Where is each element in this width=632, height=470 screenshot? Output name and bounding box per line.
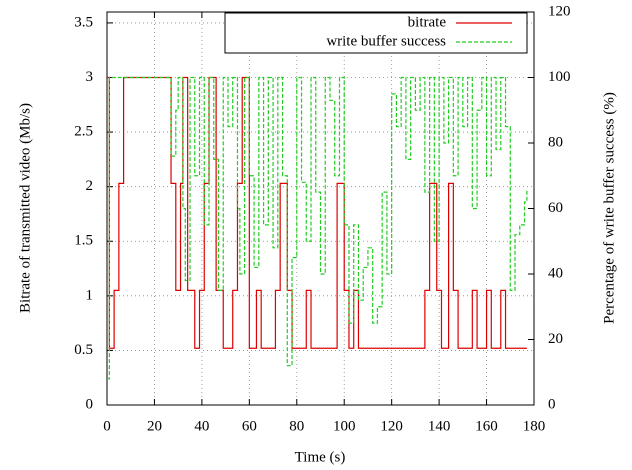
x-tick-label: 160: [475, 418, 498, 434]
y-axis-label: Bitrate of transmitted video (Mb/s): [17, 103, 33, 313]
x-tick-label: 100: [333, 418, 356, 434]
y-tick-label: 1: [86, 287, 94, 303]
y2-tick-label: 120: [548, 3, 571, 19]
x-tick-label: 40: [194, 418, 209, 434]
series-line: [107, 76, 528, 380]
legend-label: write buffer success: [326, 33, 446, 49]
y2-tick-label: 0: [548, 396, 556, 412]
series-line: [107, 76, 527, 349]
y2-tick-label: 100: [548, 69, 571, 85]
x-tick-label: 20: [147, 418, 162, 434]
y2-tick-label: 20: [548, 331, 563, 347]
y-tick-label: 0: [86, 396, 94, 412]
x-tick-label: 120: [380, 418, 403, 434]
x-axis-label: Time (s): [295, 449, 346, 465]
x-tick-label: 80: [289, 418, 304, 434]
y-tick-label: 2.5: [74, 124, 93, 140]
y2-tick-label: 60: [548, 200, 563, 216]
x-tick-label: 60: [242, 418, 257, 434]
y-tick-label: 2: [86, 178, 94, 194]
y-tick-label: 0.5: [74, 342, 93, 358]
y2-tick-label: 80: [548, 134, 563, 150]
y2-tick-label: 40: [548, 265, 563, 281]
plot-frame: [106, 11, 535, 406]
y-tick-label: 3: [86, 69, 94, 85]
x-tick-label: 180: [523, 418, 546, 434]
x-tick-label: 140: [428, 418, 451, 434]
y2-axis-label: Percentage of write buffer success (%): [601, 92, 617, 324]
legend-box: [224, 12, 528, 54]
x-tick-label: 0: [103, 418, 111, 434]
y-tick-label: 3.5: [74, 14, 93, 30]
legend-label: bitrate: [408, 14, 447, 30]
y-tick-label: 1.5: [74, 233, 93, 249]
